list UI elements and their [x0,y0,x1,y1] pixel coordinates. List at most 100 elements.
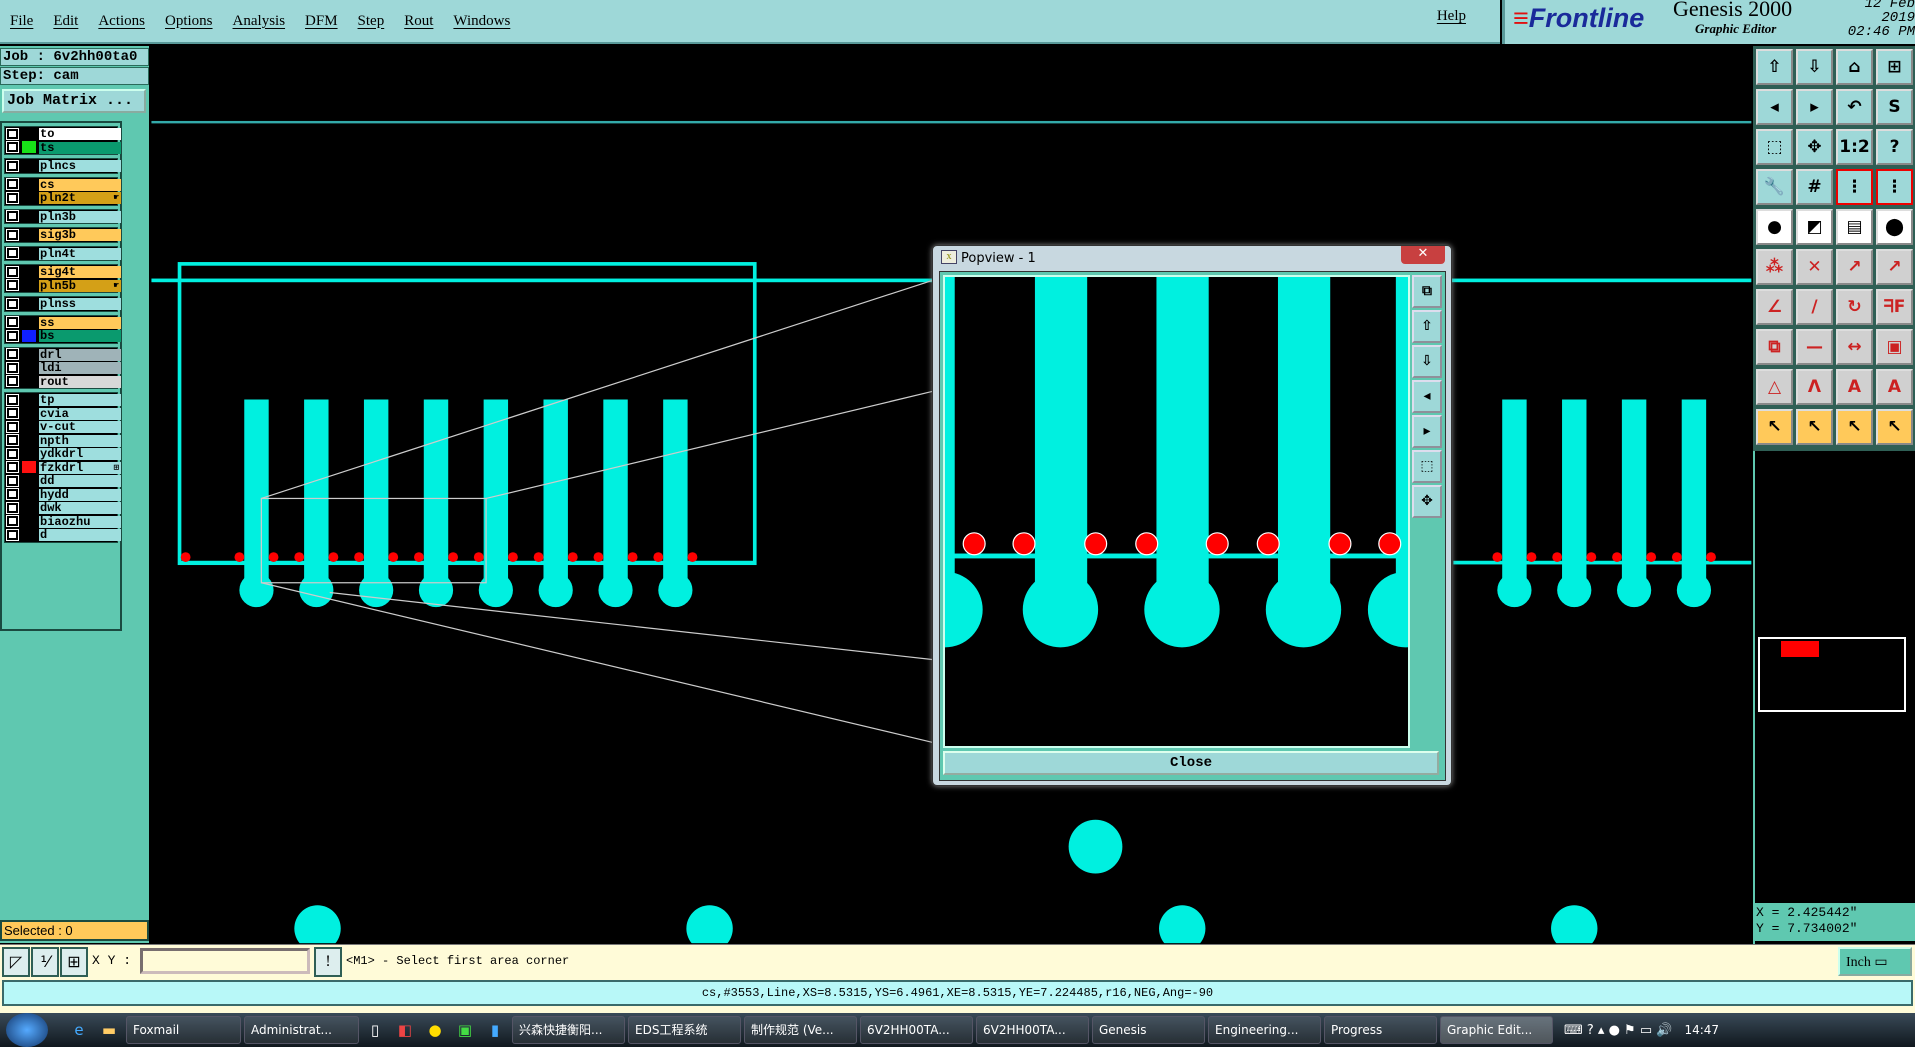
layer-name[interactable]: pln3b [39,210,121,223]
overview-viewport[interactable] [1781,641,1819,657]
layer-name[interactable]: fzkdrl ⊞ [39,460,121,475]
connect-icon[interactable]: ⁂ [1756,249,1793,285]
layer-row-cs[interactable]: cs [5,178,121,192]
task-excel[interactable]: 6V2HH00TA... [976,1016,1089,1044]
layer-name[interactable]: dd [39,475,121,487]
layer-row-ts[interactable]: ts [5,141,121,155]
layer-checkbox[interactable] [6,375,19,388]
layer-checkbox[interactable] [6,265,19,278]
calculator-icon[interactable]: ▯ [370,1021,380,1039]
layer-checkbox[interactable] [6,434,19,447]
tray-icons[interactable]: ⌨ ? ▴ ● ⚑ ▭ 🔊 [1564,1022,1673,1038]
layer-checkbox[interactable] [6,159,19,172]
units-select[interactable]: Inch ▭ [1838,947,1912,976]
layer-color-swatch[interactable] [22,247,36,259]
layer-color-swatch[interactable] [22,210,36,222]
layer-color-swatch[interactable] [22,407,36,419]
layer-row-dd[interactable]: dd [5,474,121,488]
task-progress[interactable]: Progress [1324,1016,1437,1044]
pan-left-icon[interactable]: ◂ [1756,89,1793,125]
layer-row-sig4t[interactable]: sig4t [5,265,121,279]
task-foxmail[interactable]: Foxmail [126,1016,241,1044]
layer-name[interactable]: ydkdrl [39,448,121,460]
layer-checkbox[interactable] [6,361,19,374]
route-pointer-icon[interactable]: ↖ [1876,409,1913,445]
layer-checkbox[interactable] [6,247,19,260]
layer-row-biaozhu[interactable]: biaozhu [5,515,121,529]
undo-view-icon[interactable]: ↶ [1836,89,1873,125]
layer-color-swatch[interactable] [22,192,36,204]
layer-checkbox[interactable] [6,279,19,292]
layer-color-swatch[interactable] [22,329,36,342]
layer-color-swatch[interactable] [22,141,36,154]
layer-color-swatch[interactable] [22,348,36,360]
triangle-icon[interactable]: △ [1756,369,1793,405]
layer-name[interactable]: sig3b [39,229,121,241]
layer-color-swatch[interactable] [22,448,36,460]
alert-icon[interactable]: ! [314,947,342,977]
layer-checkbox[interactable] [6,348,19,361]
menu-analysis[interactable]: Analysis [232,12,286,29]
grid-snap-icon[interactable]: ⊞ [60,947,88,977]
task-administrator[interactable]: Administrat... [244,1016,359,1044]
layer-checkbox[interactable] [6,178,19,191]
menu-dfm[interactable]: DFM [305,12,338,29]
layer-row-pln2t[interactable]: pln2t ☛ [5,191,121,205]
move-point-icon[interactable]: ↗ [1836,249,1873,285]
app-icon[interactable]: ● [428,1021,442,1039]
popview-zoom-in-icon[interactable]: ⬚ [1412,450,1442,483]
pointer-box-icon[interactable]: ↖ [1796,409,1833,445]
popview-zoom-back-icon[interactable]: ⧉ [1412,275,1442,308]
layer-checkbox[interactable] [6,474,19,487]
snap-icon[interactable]: ◸ [2,947,30,977]
layer-row-to[interactable]: to [5,127,121,141]
open-step-icon[interactable]: ⇧ [1756,49,1793,85]
layer-checkbox[interactable] [6,501,19,514]
layer-row-v-cut[interactable]: v-cut [5,420,121,434]
measure-box-icon[interactable]: ◩ [1796,209,1833,245]
task-window[interactable]: 制作规范 (Ve... [744,1016,857,1044]
task-genesis[interactable]: Genesis [1092,1016,1205,1044]
layer-name[interactable]: v-cut [39,421,121,433]
layer-name[interactable]: to [39,128,121,140]
layer-color-swatch[interactable] [22,178,36,190]
menu-options[interactable]: Options [165,12,213,29]
select-pad-icon[interactable]: ● [1756,209,1793,245]
layer-color-swatch[interactable] [22,266,36,278]
task-graphic-editor[interactable]: Graphic Edit... [1440,1016,1553,1044]
layer-name[interactable]: ss [39,316,121,329]
layer-name[interactable]: bs [39,330,121,342]
layer-name[interactable]: sig4t [39,266,121,278]
start-button[interactable] [6,1013,48,1047]
layer-name[interactable]: cvia [39,407,121,420]
layer-checkbox[interactable] [6,407,19,420]
layer-name[interactable]: rout [39,375,121,388]
menu-edit[interactable]: Edit [53,12,79,29]
save-step-icon[interactable]: ⇩ [1796,49,1833,85]
layer-color-swatch[interactable] [22,461,36,474]
layer-color-swatch[interactable] [22,394,36,406]
layer-name[interactable]: npth [39,434,121,447]
layer-name[interactable]: ldi [39,362,121,374]
layer-row-dwk[interactable]: dwk [5,501,121,515]
layer-name[interactable]: tp [39,394,121,406]
layer-color-swatch[interactable] [22,316,36,328]
pointer-poly-icon[interactable]: ↖ [1836,409,1873,445]
layer-color-swatch[interactable] [22,421,36,433]
mirror-icon[interactable]: ᖷF [1876,289,1913,325]
layer-row-cvia[interactable]: cvia [5,407,121,421]
task-window[interactable]: 兴森快捷衡阳... [512,1016,625,1044]
popview-zoom-out-icon[interactable]: ✥ [1412,485,1442,518]
clock[interactable]: 14:47 [1684,1023,1720,1037]
layer-row-ss[interactable]: ss [5,316,121,330]
task-eds[interactable]: EDS工程系统 [628,1016,741,1044]
layer-name[interactable]: pln4t [39,247,121,260]
popview-right-icon[interactable]: ▸ [1412,415,1442,448]
snap-path-icon[interactable]: S [1876,89,1913,125]
menu-windows[interactable]: Windows [453,12,511,29]
layer-row-hydd[interactable]: hydd [5,488,121,502]
move-copy-icon[interactable]: ⧉ [1756,329,1793,365]
layer-name[interactable]: hydd [39,488,121,501]
netlist-icon[interactable]: ⋮ [1836,169,1873,205]
layer-row-plncs[interactable]: plncs [5,159,121,173]
